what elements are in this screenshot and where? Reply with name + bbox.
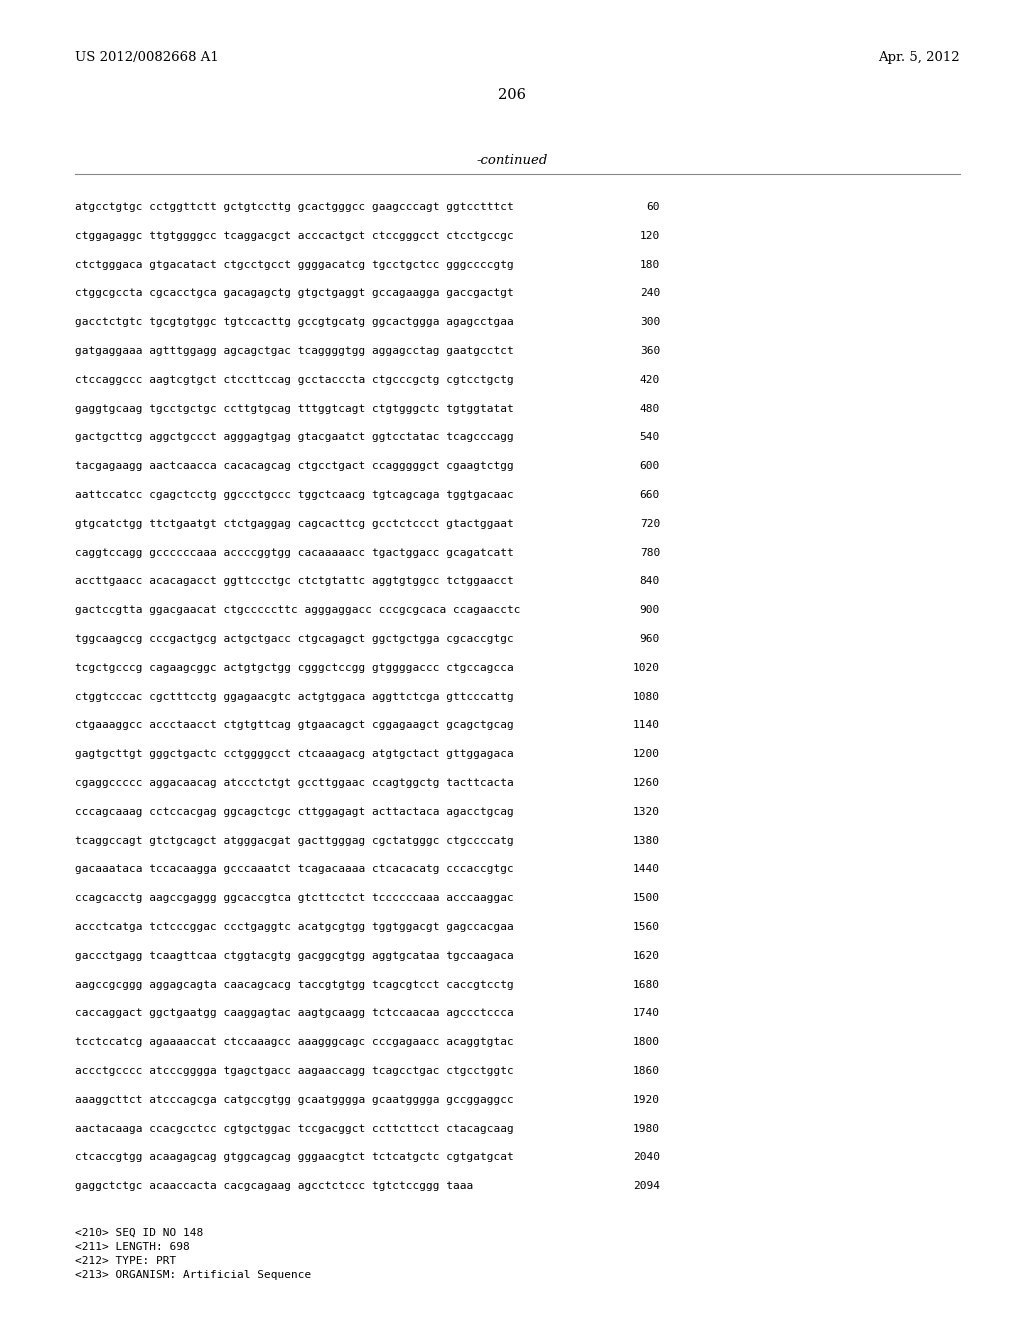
Text: ctggcgccta cgcacctgca gacagagctg gtgctgaggt gccagaagga gaccgactgt: ctggcgccta cgcacctgca gacagagctg gtgctga… [75, 288, 514, 298]
Text: aaaggcttct atcccagcga catgccgtgg gcaatgggga gcaatgggga gccggaggcc: aaaggcttct atcccagcga catgccgtgg gcaatgg… [75, 1094, 514, 1105]
Text: 840: 840 [640, 577, 660, 586]
Text: 1200: 1200 [633, 750, 660, 759]
Text: atgcctgtgc cctggttctt gctgtccttg gcactgggcc gaagcccagt ggtcctttct: atgcctgtgc cctggttctt gctgtccttg gcactgg… [75, 202, 514, 213]
Text: 1440: 1440 [633, 865, 660, 874]
Text: 420: 420 [640, 375, 660, 385]
Text: 480: 480 [640, 404, 660, 413]
Text: 1920: 1920 [633, 1094, 660, 1105]
Text: cccagcaaag cctccacgag ggcagctcgc cttggagagt acttactaca agacctgcag: cccagcaaag cctccacgag ggcagctcgc cttggag… [75, 807, 514, 817]
Text: 1320: 1320 [633, 807, 660, 817]
Text: 1680: 1680 [633, 979, 660, 990]
Text: 900: 900 [640, 605, 660, 615]
Text: 1560: 1560 [633, 921, 660, 932]
Text: 1260: 1260 [633, 777, 660, 788]
Text: gaccctgagg tcaagttcaa ctggtacgtg gacggcgtgg aggtgcataa tgccaagaca: gaccctgagg tcaagttcaa ctggtacgtg gacggcg… [75, 950, 514, 961]
Text: 600: 600 [640, 461, 660, 471]
Text: 300: 300 [640, 317, 660, 327]
Text: ccagcacctg aagccgaggg ggcaccgtca gtcttcctct tccccccaaa acccaaggac: ccagcacctg aagccgaggg ggcaccgtca gtcttcc… [75, 894, 514, 903]
Text: gacaaataca tccacaagga gcccaaatct tcagacaaaa ctcacacatg cccaccgtgc: gacaaataca tccacaagga gcccaaatct tcagaca… [75, 865, 514, 874]
Text: ctcaccgtgg acaagagcag gtggcagcag gggaacgtct tctcatgctc cgtgatgcat: ctcaccgtgg acaagagcag gtggcagcag gggaacg… [75, 1152, 514, 1163]
Text: <210> SEQ ID NO 148: <210> SEQ ID NO 148 [75, 1228, 203, 1238]
Text: Apr. 5, 2012: Apr. 5, 2012 [879, 51, 961, 65]
Text: <213> ORGANISM: Artificial Sequence: <213> ORGANISM: Artificial Sequence [75, 1270, 311, 1280]
Text: gaggtgcaag tgcctgctgc ccttgtgcag tttggtcagt ctgtgggctc tgtggtatat: gaggtgcaag tgcctgctgc ccttgtgcag tttggtc… [75, 404, 514, 413]
Text: 1800: 1800 [633, 1038, 660, 1047]
Text: 780: 780 [640, 548, 660, 557]
Text: US 2012/0082668 A1: US 2012/0082668 A1 [75, 51, 219, 65]
Text: tcctccatcg agaaaaccat ctccaaagcc aaagggcagc cccgagaacc acaggtgtac: tcctccatcg agaaaaccat ctccaaagcc aaagggc… [75, 1038, 514, 1047]
Text: <211> LENGTH: 698: <211> LENGTH: 698 [75, 1242, 189, 1251]
Text: 240: 240 [640, 288, 660, 298]
Text: 60: 60 [646, 202, 660, 213]
Text: tcaggccagt gtctgcagct atgggacgat gacttgggag cgctatgggc ctgccccatg: tcaggccagt gtctgcagct atgggacgat gacttgg… [75, 836, 514, 846]
Text: 660: 660 [640, 490, 660, 500]
Text: accttgaacc acacagacct ggttccctgc ctctgtattc aggtgtggcc tctggaacct: accttgaacc acacagacct ggttccctgc ctctgta… [75, 577, 514, 586]
Text: ctgaaaggcc accctaacct ctgtgttcag gtgaacagct cggagaagct gcagctgcag: ctgaaaggcc accctaacct ctgtgttcag gtgaaca… [75, 721, 514, 730]
Text: 120: 120 [640, 231, 660, 240]
Text: aagccgcggg aggagcagta caacagcacg taccgtgtgg tcagcgtcct caccgtcctg: aagccgcggg aggagcagta caacagcacg taccgtg… [75, 979, 514, 990]
Text: accctgcccc atcccgggga tgagctgacc aagaaccagg tcagcctgac ctgcctggtc: accctgcccc atcccgggga tgagctgacc aagaacc… [75, 1067, 514, 1076]
Text: accctcatga tctcccggac ccctgaggtc acatgcgtgg tggtggacgt gagccacgaa: accctcatga tctcccggac ccctgaggtc acatgcg… [75, 921, 514, 932]
Text: tggcaagccg cccgactgcg actgctgacc ctgcagagct ggctgctgga cgcaccgtgc: tggcaagccg cccgactgcg actgctgacc ctgcaga… [75, 634, 514, 644]
Text: tcgctgcccg cagaagcggc actgtgctgg cgggctccgg gtggggaccc ctgccagcca: tcgctgcccg cagaagcggc actgtgctgg cgggctc… [75, 663, 514, 673]
Text: gatgaggaaa agtttggagg agcagctgac tcaggggtgg aggagcctag gaatgcctct: gatgaggaaa agtttggagg agcagctgac tcagggg… [75, 346, 514, 356]
Text: 1080: 1080 [633, 692, 660, 702]
Text: 360: 360 [640, 346, 660, 356]
Text: caggtccagg gccccccaaa accccggtgg cacaaaaacc tgactggacc gcagatcatt: caggtccagg gccccccaaa accccggtgg cacaaaa… [75, 548, 514, 557]
Text: 1740: 1740 [633, 1008, 660, 1019]
Text: gactccgtta ggacgaacat ctgcccccttc agggaggacc cccgcgcaca ccagaacctc: gactccgtta ggacgaacat ctgcccccttc agggag… [75, 605, 520, 615]
Text: 1380: 1380 [633, 836, 660, 846]
Text: 1860: 1860 [633, 1067, 660, 1076]
Text: 2040: 2040 [633, 1152, 660, 1163]
Text: 1020: 1020 [633, 663, 660, 673]
Text: <212> TYPE: PRT: <212> TYPE: PRT [75, 1257, 176, 1266]
Text: 1980: 1980 [633, 1123, 660, 1134]
Text: 1620: 1620 [633, 950, 660, 961]
Text: 180: 180 [640, 260, 660, 269]
Text: aattccatcc cgagctcctg ggccctgccc tggctcaacg tgtcagcaga tggtgacaac: aattccatcc cgagctcctg ggccctgccc tggctca… [75, 490, 514, 500]
Text: aactacaaga ccacgcctcc cgtgctggac tccgacggct ccttcttcct ctacagcaag: aactacaaga ccacgcctcc cgtgctggac tccgacg… [75, 1123, 514, 1134]
Text: tacgagaagg aactcaacca cacacagcag ctgcctgact ccagggggct cgaagtctgg: tacgagaagg aactcaacca cacacagcag ctgcctg… [75, 461, 514, 471]
Text: 1500: 1500 [633, 894, 660, 903]
Text: gtgcatctgg ttctgaatgt ctctgaggag cagcacttcg gcctctccct gtactggaat: gtgcatctgg ttctgaatgt ctctgaggag cagcact… [75, 519, 514, 529]
Text: ctggagaggc ttgtggggcc tcaggacgct acccactgct ctccgggcct ctcctgccgc: ctggagaggc ttgtggggcc tcaggacgct acccact… [75, 231, 514, 240]
Text: gaggctctgc acaaccacta cacgcagaag agcctctccc tgtctccggg taaa: gaggctctgc acaaccacta cacgcagaag agcctct… [75, 1181, 473, 1191]
Text: -continued: -continued [476, 153, 548, 166]
Text: ctccaggccc aagtcgtgct ctccttccag gcctacccta ctgcccgctg cgtcctgctg: ctccaggccc aagtcgtgct ctccttccag gcctacc… [75, 375, 514, 385]
Text: 1140: 1140 [633, 721, 660, 730]
Text: 540: 540 [640, 433, 660, 442]
Text: gactgcttcg aggctgccct agggagtgag gtacgaatct ggtcctatac tcagcccagg: gactgcttcg aggctgccct agggagtgag gtacgaa… [75, 433, 514, 442]
Text: ctggtcccac cgctttcctg ggagaacgtc actgtggaca aggttctcga gttcccattg: ctggtcccac cgctttcctg ggagaacgtc actgtgg… [75, 692, 514, 702]
Text: caccaggact ggctgaatgg caaggagtac aagtgcaagg tctccaacaa agccctccca: caccaggact ggctgaatgg caaggagtac aagtgca… [75, 1008, 514, 1019]
Text: ctctgggaca gtgacatact ctgcctgcct ggggacatcg tgcctgctcc gggccccgtg: ctctgggaca gtgacatact ctgcctgcct ggggaca… [75, 260, 514, 269]
Text: gagtgcttgt gggctgactc cctggggcct ctcaaagacg atgtgctact gttggagaca: gagtgcttgt gggctgactc cctggggcct ctcaaag… [75, 750, 514, 759]
Text: 2094: 2094 [633, 1181, 660, 1191]
Text: cgaggccccc aggacaacag atccctctgt gccttggaac ccagtggctg tacttcacta: cgaggccccc aggacaacag atccctctgt gccttgg… [75, 777, 514, 788]
Text: 720: 720 [640, 519, 660, 529]
Text: gacctctgtc tgcgtgtggc tgtccacttg gccgtgcatg ggcactggga agagcctgaa: gacctctgtc tgcgtgtggc tgtccacttg gccgtgc… [75, 317, 514, 327]
Text: 206: 206 [498, 88, 526, 102]
Text: 960: 960 [640, 634, 660, 644]
